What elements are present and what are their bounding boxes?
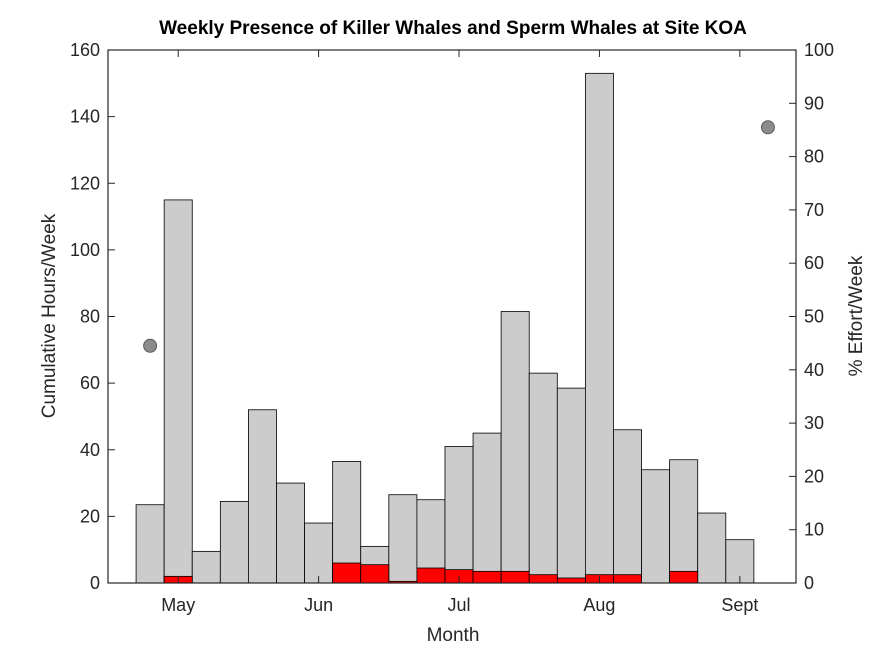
y-tick-label-right: 20	[804, 466, 824, 486]
sperm-whale-bar	[697, 512, 727, 584]
y-tick-label-right: 40	[804, 360, 824, 380]
sperm-whale-bar	[163, 199, 193, 584]
y-tick-label-right: 50	[804, 307, 824, 327]
y-tick-label-right: 100	[804, 40, 834, 60]
y-tick-label-right: 60	[804, 253, 824, 273]
x-axis-label: Month	[427, 625, 480, 646]
axes-layer: 0 20 40 60 80 100 120 140 160 0 10 20 30 40 50 60 70 80 90…	[70, 40, 834, 615]
sperm-whale-bar	[248, 409, 277, 584]
x-tick-label: May	[161, 595, 195, 615]
killer-whale-bar	[613, 574, 642, 584]
y-tick-label-left: 40	[80, 440, 100, 460]
y-axis-label-right: % Effort/Week	[846, 255, 867, 376]
y-tick-label-left: 160	[70, 40, 100, 60]
sperm-whale-bar	[669, 459, 699, 584]
sperm-whale-bar	[219, 500, 249, 584]
killer-whale-bar	[500, 570, 530, 584]
y-tick-label-right: 80	[804, 147, 824, 167]
x-tick-label: Jun	[304, 595, 333, 615]
sperm-whale-bar	[444, 446, 474, 584]
sperm-whale-bar	[584, 72, 614, 584]
chart-title: Weekly Presence of Killer Whales and Spe…	[159, 18, 747, 39]
sperm-whale-bar	[388, 494, 418, 584]
sperm-whale-bar	[500, 311, 530, 584]
y-tick-label-left: 100	[70, 240, 100, 260]
sperm-whale-bar	[304, 522, 334, 584]
y-tick-label-left: 0	[90, 573, 100, 593]
sperm-whale-bar	[613, 429, 642, 584]
sperm-whale-bar	[472, 432, 502, 584]
killer-whale-bar	[416, 567, 446, 584]
y-tick-label-left: 80	[80, 307, 100, 327]
x-tick-label: Jul	[448, 595, 471, 615]
y-tick-label-right: 70	[804, 200, 824, 220]
y-tick-label-left: 60	[80, 373, 100, 393]
y-axis-label-left: Cumulative Hours/Week	[39, 213, 60, 418]
killer-whale-bar	[360, 564, 390, 584]
sperm-whale-bar	[641, 469, 671, 584]
y-tick-label-right: 90	[804, 93, 824, 113]
x-tick-label: Aug	[583, 595, 615, 615]
effort-marker	[760, 120, 775, 135]
killer-whale-bar	[472, 570, 502, 584]
x-tick-label: Sept	[721, 595, 758, 615]
y-tick-label-right: 0	[804, 573, 814, 593]
killer-whale-bar	[556, 577, 586, 584]
effort-marker	[143, 338, 158, 353]
y-tick-label-right: 10	[804, 520, 824, 540]
y-tick-label-left: 120	[70, 173, 100, 193]
killer-whale-bar	[669, 570, 699, 584]
y-tick-label-left: 140	[70, 107, 100, 127]
sperm-whale-bar	[191, 550, 221, 584]
y-tick-label-right: 30	[804, 413, 824, 433]
sperm-whale-bar	[528, 372, 558, 584]
y-tick-label-left: 20	[80, 506, 100, 526]
bars-layer	[108, 50, 796, 584]
sperm-whale-bar	[276, 482, 305, 584]
killer-whale-bar	[528, 574, 558, 584]
markers-layer	[143, 120, 775, 353]
sperm-whale-bar	[556, 387, 586, 584]
sperm-whale-bar	[135, 504, 165, 584]
killer-whale-bar	[332, 562, 362, 584]
